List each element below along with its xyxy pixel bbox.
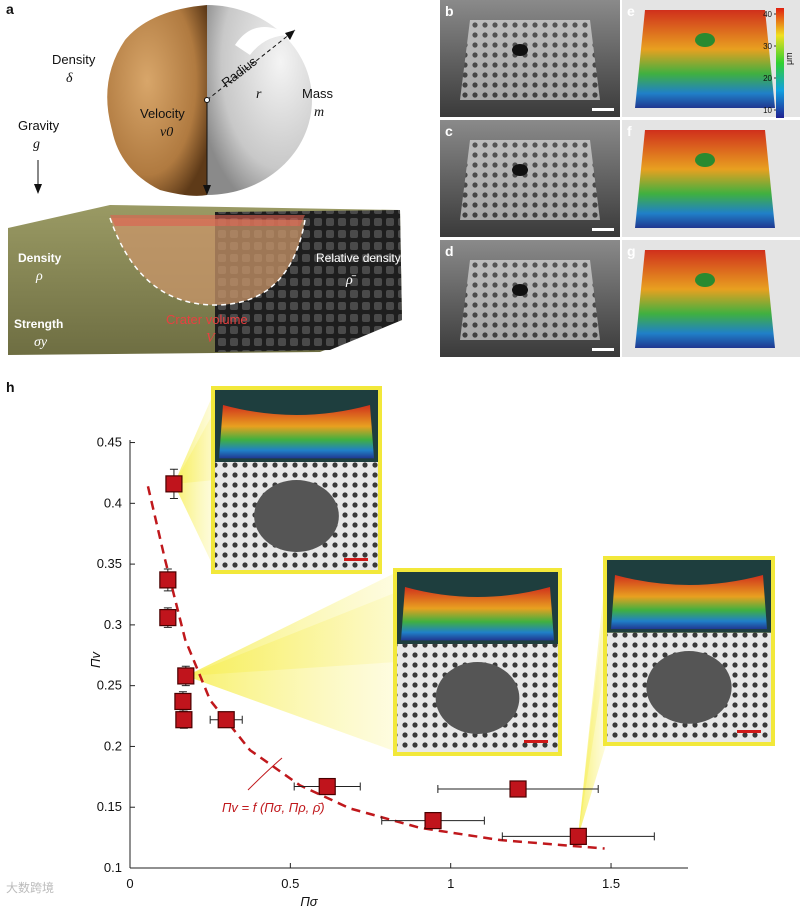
point bbox=[159, 571, 177, 589]
panel-label: c bbox=[445, 123, 453, 139]
x-tick-label: 1 bbox=[447, 876, 454, 891]
fit-curve bbox=[146, 486, 605, 850]
inset-crater bbox=[435, 662, 520, 734]
point bbox=[217, 711, 235, 729]
sem-cube bbox=[460, 20, 600, 100]
label: Density bbox=[52, 52, 96, 67]
point bbox=[174, 692, 192, 711]
x-tick-label: 0.5 bbox=[281, 876, 299, 891]
scale-bar bbox=[524, 740, 548, 743]
height-crater bbox=[695, 33, 715, 47]
sem-crater bbox=[512, 164, 528, 176]
scale-bar bbox=[592, 108, 614, 111]
scale-bar bbox=[737, 730, 761, 733]
panel-label: e bbox=[627, 3, 635, 19]
callout bbox=[578, 560, 607, 837]
inset-crater bbox=[646, 651, 732, 724]
callout bbox=[174, 410, 215, 570]
point bbox=[569, 827, 587, 845]
sem-cube bbox=[460, 140, 600, 220]
sem-crater bbox=[512, 44, 528, 56]
label: Relative density bbox=[316, 251, 401, 265]
symbol: δ bbox=[66, 71, 73, 86]
point bbox=[175, 711, 193, 729]
annotation-leader bbox=[247, 757, 283, 791]
insets bbox=[174, 386, 775, 837]
colorbar-tick-label: 30 bbox=[763, 42, 772, 51]
label: Crater volume bbox=[166, 312, 248, 327]
sem-cube bbox=[460, 260, 600, 340]
callout bbox=[578, 580, 607, 837]
callout bbox=[186, 592, 397, 752]
x-tick-label: 0 bbox=[126, 876, 133, 891]
point bbox=[318, 777, 336, 796]
height-crater bbox=[695, 273, 715, 287]
symbol: σy bbox=[34, 335, 48, 350]
label: Gravity bbox=[18, 118, 60, 133]
panel-label: g bbox=[627, 243, 636, 259]
height-surface bbox=[635, 10, 775, 108]
x-axis-label: Πσ bbox=[300, 894, 318, 909]
inset-surface bbox=[401, 587, 554, 641]
y-tick-label: 0.1 bbox=[104, 860, 122, 875]
micrographs bbox=[440, 0, 800, 357]
panel-label: f bbox=[627, 123, 632, 139]
label: Strength bbox=[14, 317, 63, 331]
y-tick-label: 0.25 bbox=[97, 678, 122, 693]
y-tick-label: 0.15 bbox=[97, 799, 122, 814]
y-axis-label: Πv bbox=[88, 651, 103, 668]
y-tick-label: 0.35 bbox=[97, 556, 122, 571]
label: Density bbox=[18, 251, 62, 265]
panel-label: d bbox=[445, 243, 454, 259]
scale-bar bbox=[592, 228, 614, 231]
scale-bar bbox=[344, 558, 368, 561]
annotation: Πv = f (Πσ, Πρ, ρ̄) bbox=[222, 800, 325, 815]
symbol: ρ̄ bbox=[345, 273, 357, 288]
height-surface bbox=[635, 250, 775, 348]
y-tick-label: 0.4 bbox=[104, 495, 122, 510]
colorbar-unit: μm bbox=[784, 52, 794, 65]
x-tick-label: 1.5 bbox=[602, 876, 620, 891]
point bbox=[509, 780, 527, 798]
symbol: r bbox=[256, 87, 262, 102]
symbol: ρ bbox=[35, 269, 43, 284]
inset-surface bbox=[611, 575, 767, 630]
colorbar-tick-label: 10 bbox=[763, 106, 772, 115]
y-tick-label: 0.45 bbox=[97, 435, 122, 450]
symbol: g bbox=[33, 137, 40, 152]
scale-bar bbox=[592, 348, 614, 351]
panel-label: a bbox=[6, 1, 14, 17]
point bbox=[159, 608, 177, 627]
height-crater bbox=[695, 153, 715, 167]
label: Mass bbox=[302, 86, 334, 101]
symbol: V bbox=[206, 331, 216, 346]
panel-label: b bbox=[445, 3, 454, 19]
point bbox=[424, 811, 442, 830]
watermark: 大数跨境 bbox=[6, 880, 54, 895]
symbol: m bbox=[314, 105, 324, 120]
inset-crater bbox=[254, 480, 339, 552]
sem-crater bbox=[512, 284, 528, 296]
point bbox=[165, 475, 183, 493]
y-tick-label: 0.2 bbox=[104, 738, 122, 753]
colorbar-tick-label: 20 bbox=[763, 74, 772, 83]
illustration bbox=[8, 5, 402, 355]
colorbar-tick-label: 40 bbox=[763, 10, 772, 19]
panel-label: h bbox=[6, 379, 15, 395]
inset-surface bbox=[219, 405, 374, 459]
y-tick-label: 0.3 bbox=[104, 617, 122, 632]
height-surface bbox=[635, 130, 775, 228]
colorbar bbox=[776, 8, 784, 118]
symbol: v0 bbox=[160, 125, 173, 140]
label: Velocity bbox=[140, 106, 185, 121]
point bbox=[177, 667, 195, 685]
